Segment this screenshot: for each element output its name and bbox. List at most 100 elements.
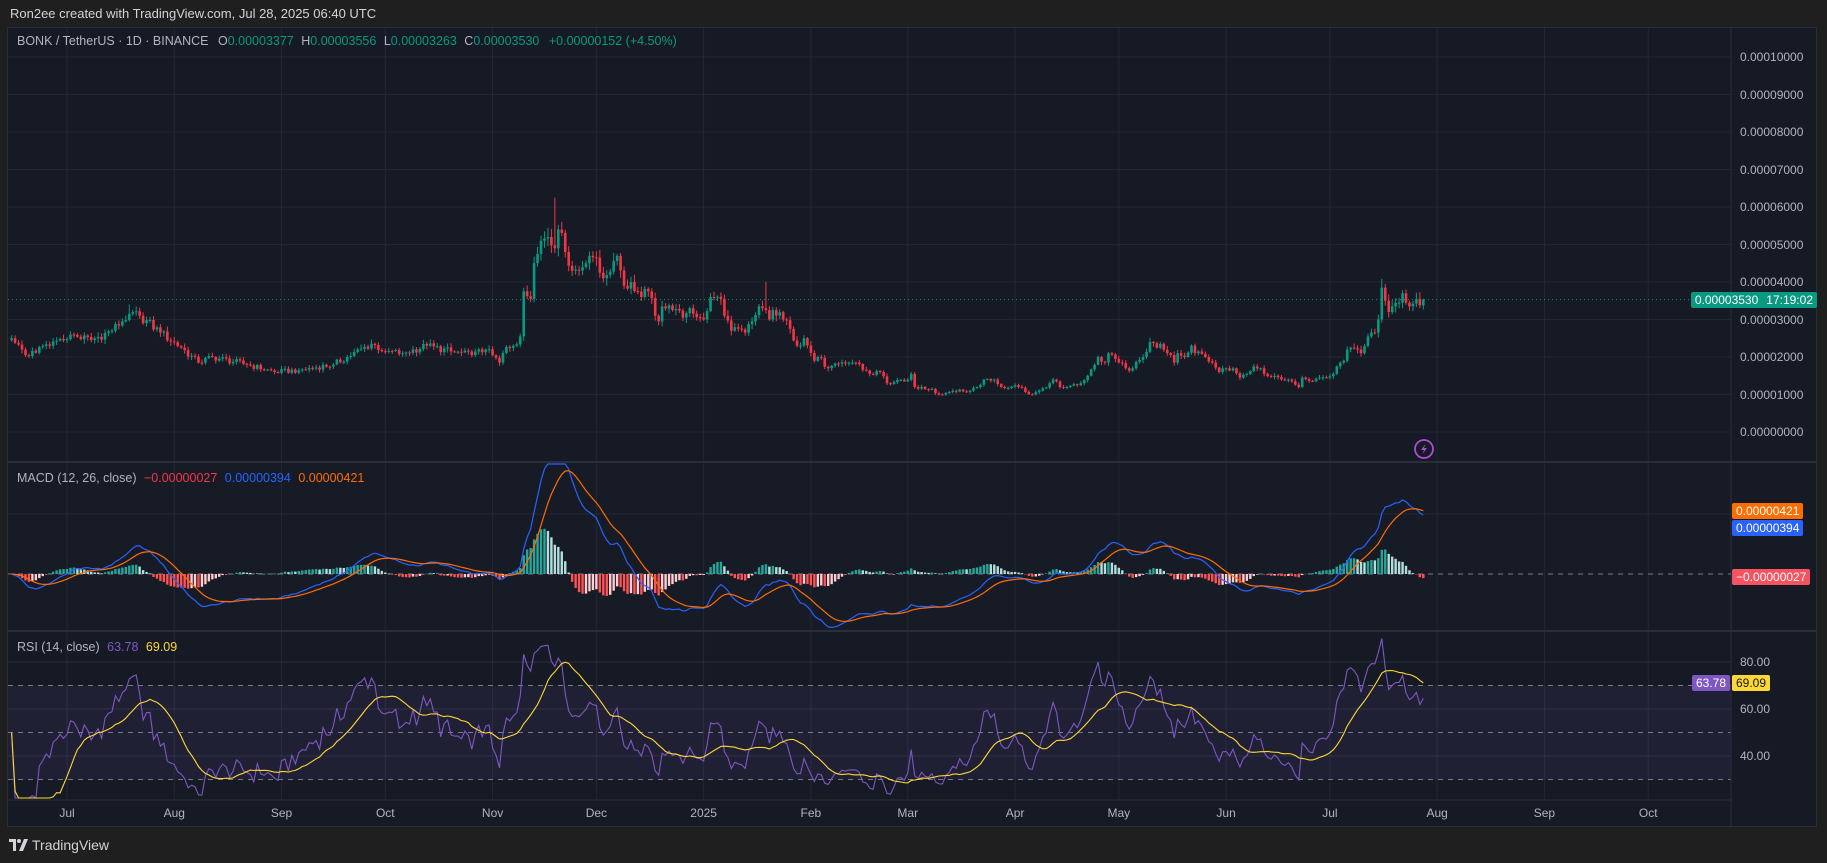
candle-body [1107,353,1110,363]
candle-body [1255,366,1259,369]
lightning-bolt-icon[interactable] [1414,439,1434,459]
candle-body [1048,383,1051,388]
macd-histogram-bar [477,574,480,577]
candle-body [868,370,872,374]
candle-body [996,379,1000,385]
candle-body [1165,349,1169,354]
macd-histogram-bar [179,574,183,588]
candle-body [1190,345,1193,353]
macd-histogram-bar [1276,574,1280,576]
candle-body [1041,388,1045,391]
candle-body [1366,336,1370,346]
macd-histogram-bar [273,573,276,575]
macd-histogram-bar [816,574,820,587]
time-axis-label: Sep [270,806,293,820]
candle-body [370,343,373,349]
time-axis-label: Aug [163,806,185,820]
candle-body [411,349,415,353]
candle-body [1031,394,1034,396]
macd-histogram-bar [287,572,290,574]
macd-histogram-bar [1051,569,1055,574]
macd-histogram-bar [1224,574,1228,585]
macd-histogram-bar [1010,571,1013,574]
candle-body [48,344,51,346]
candle-body [141,315,145,324]
macd-histogram-bar [1259,573,1262,575]
change-value: +0.00000152 (+4.50%) [548,34,677,48]
candle-body [446,347,449,349]
candle-body [754,314,757,322]
macd-histogram-bar [1262,574,1266,575]
candle-body [816,357,820,361]
candle-body [937,393,941,395]
symbol-legend[interactable]: BONK / TetherUS · 1D · BINANCE O0.000033… [17,34,677,48]
candle-body [878,370,882,372]
symbol-title[interactable]: BONK / TetherUS · 1D · BINANCE [17,34,209,48]
macd-histogram-bar [1304,573,1307,575]
candle-body [688,308,692,314]
macd-histogram-bar [1359,561,1363,574]
macd-histogram-bar [719,561,723,574]
macd-histogram-bar [173,574,176,587]
macd-histogram-bar [1197,574,1200,578]
tradingview-logo[interactable]: TradingView [9,837,109,853]
candle-body [778,312,782,316]
price-axis-label: 0.00004000 [1740,275,1804,289]
candle-body [975,387,979,388]
candle-body [404,352,408,354]
candle-body [844,362,847,364]
macd-histogram-bar [930,572,934,574]
macd-histogram-bar [809,574,813,586]
macd-histogram-bar [1100,562,1103,574]
macd-histogram-bar [837,574,840,580]
macd-histogram-bar [889,574,892,575]
macd-histogram-bar [1397,561,1401,574]
rsi-legend[interactable]: RSI (14, close) 63.78 69.09 [17,640,177,654]
candle-body [574,269,577,271]
macd-histogram-bar [335,567,339,574]
macd-histogram-bar [553,544,557,574]
macd-histogram-bar [456,574,460,578]
candle-body [1044,387,1048,389]
candle-body [1037,390,1041,393]
candle-body [775,310,778,316]
candle-body [871,373,875,375]
candle-body [1114,354,1117,359]
candle-body [861,363,865,370]
candle-body [1117,358,1121,363]
price-axis-label: 0.00010000 [1740,50,1804,64]
macd-histogram-bar [79,569,83,574]
time-axis-label: May [1107,806,1131,820]
candle-body [1318,377,1321,379]
macd-title[interactable]: MACD (12, 26, close) [17,471,137,485]
price-axis-label: 0.00008000 [1740,125,1804,139]
candle-body [622,270,626,286]
candle-body [217,358,221,361]
rsi-ma-tag: 69.09 [1732,675,1771,691]
candle-body [394,350,397,352]
rsi-title[interactable]: RSI (14, close) [17,640,100,654]
macd-histogram-bar [871,572,875,574]
candle-body [27,355,31,357]
candle-body [1283,379,1287,381]
macd-histogram-bar [1217,574,1221,586]
price-axis-label: 0.00002000 [1740,350,1804,364]
macd-histogram-bar [411,574,415,577]
macd-legend[interactable]: MACD (12, 26, close) −0.00000027 0.00000… [17,471,364,485]
candle-body [1415,298,1418,304]
macd-histogram-bar [896,573,899,574]
candle-body [1273,375,1276,377]
candle-body [397,350,401,354]
candle-body [1418,298,1422,306]
macd-histogram-bar [90,571,93,574]
macd-histogram-bar [619,574,622,588]
macd-histogram-bar [1311,573,1314,574]
macd-histogram-bar [664,574,667,590]
macd-histogram-bar [135,564,138,574]
macd-histogram-bar [550,537,553,574]
macd-histogram-bar [242,572,245,574]
macd-histogram-bar [463,574,467,578]
macd-histogram-bar [1110,562,1114,574]
macd-histogram-bar [266,573,269,575]
